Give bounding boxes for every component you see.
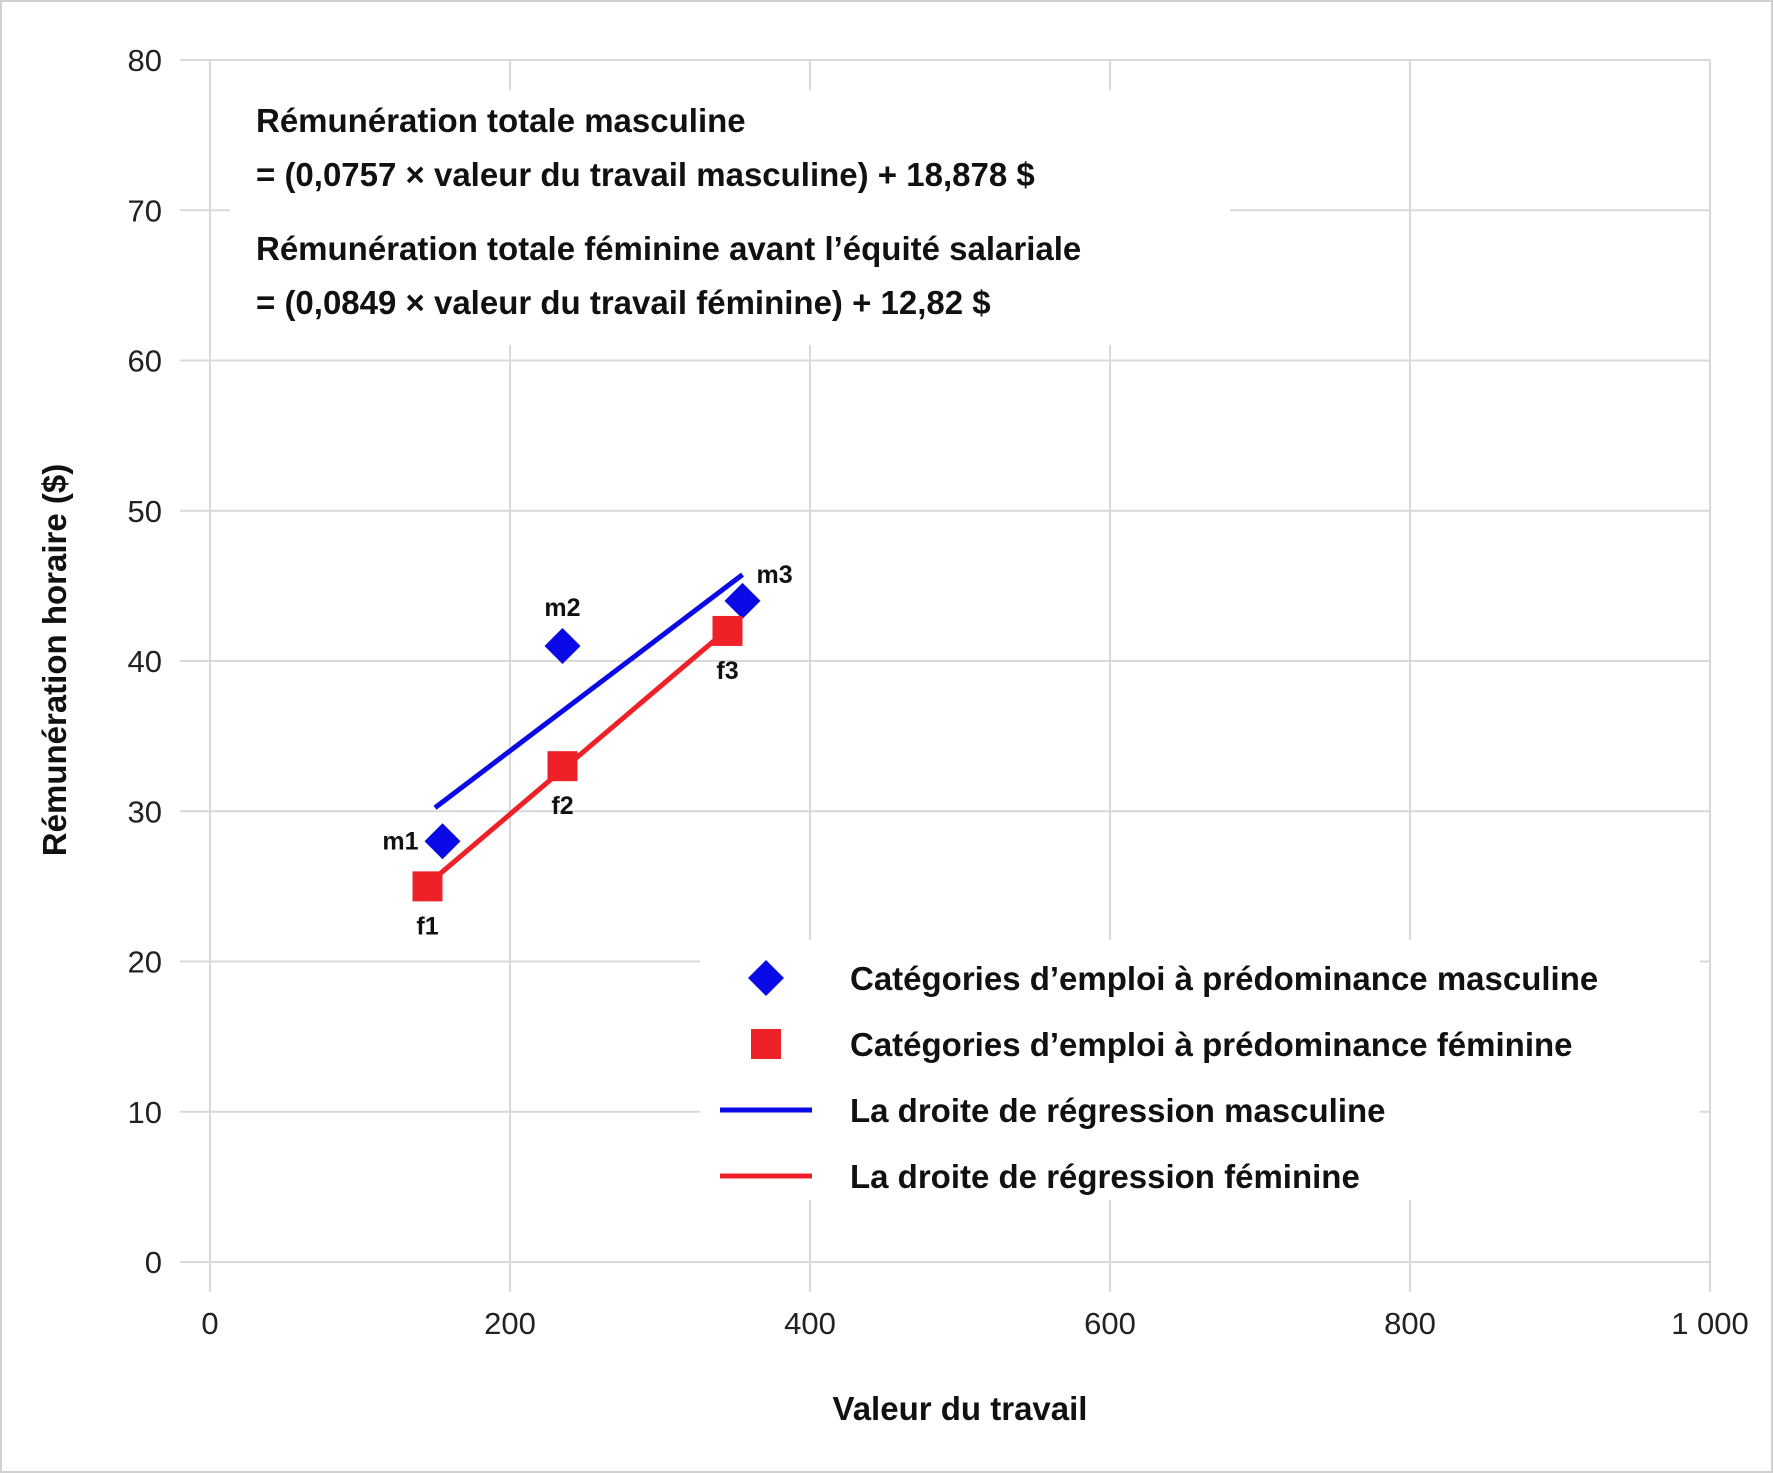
- y-tick-label: 30: [128, 794, 162, 829]
- legend-diamond-marker: [748, 960, 784, 996]
- legend-square-marker: [751, 1029, 781, 1059]
- data-points: m1 m2 m3 f1 f2 f3: [382, 561, 792, 940]
- legend-background: [700, 940, 1700, 1200]
- y-tick-label: 40: [128, 644, 162, 679]
- square-marker: [712, 615, 743, 646]
- point-label: m3: [757, 561, 793, 589]
- point-label: m2: [544, 594, 580, 622]
- diamond-marker: [724, 582, 761, 619]
- grid: [180, 59, 1711, 1292]
- equation-line: = (0,0757 × valeur du travail masculine)…: [256, 156, 1035, 193]
- legend: Catégories d’emploi à prédominance mascu…: [700, 940, 1700, 1200]
- x-tick-label: 1 000: [1671, 1306, 1749, 1341]
- y-tick-label: 50: [128, 494, 162, 529]
- annotation-background: [230, 90, 1230, 345]
- y-tick-label: 20: [128, 945, 162, 980]
- y-tick-label: 0: [145, 1245, 162, 1280]
- legend-label: Catégories d’emploi à prédominance mascu…: [850, 960, 1598, 997]
- x-tick-label: 800: [1384, 1306, 1436, 1341]
- equation-line: Rémunération totale masculine: [256, 102, 746, 139]
- equation-line: Rémunération totale féminine avant l’équ…: [256, 230, 1081, 267]
- x-tick-label: 0: [201, 1306, 218, 1341]
- y-tick-labels: 0 10 20 30 40 50 60 70 80: [128, 43, 162, 1280]
- y-tick-label: 10: [128, 1095, 162, 1130]
- legend-label: La droite de régression masculine: [850, 1092, 1386, 1129]
- diamond-marker: [544, 627, 581, 664]
- point-label: f3: [716, 657, 738, 685]
- y-tick-label: 60: [128, 344, 162, 379]
- point-label: f1: [416, 912, 438, 940]
- legend-label: Catégories d’emploi à prédominance fémin…: [850, 1026, 1573, 1063]
- x-axis-title: Valeur du travail: [833, 1390, 1088, 1427]
- y-tick-label: 70: [128, 193, 162, 228]
- square-marker: [547, 751, 578, 782]
- y-axis-title: Rémunération horaire ($): [36, 464, 73, 856]
- x-tick-label: 400: [784, 1306, 836, 1341]
- equation-annotations: Rémunération totale masculine = (0,0757 ×…: [230, 90, 1230, 345]
- regression-line: [433, 572, 745, 810]
- legend-label: La droite de régression féminine: [850, 1158, 1360, 1195]
- point-label: f2: [551, 792, 573, 820]
- diamond-marker: [424, 823, 461, 860]
- equation-line: = (0,0849 × valeur du travail féminine) …: [256, 284, 991, 321]
- y-tick-label: 80: [128, 43, 162, 78]
- square-marker: [412, 871, 443, 902]
- point-label: m1: [382, 827, 418, 855]
- x-tick-labels: 0 200 400 600 800 1 000: [201, 1306, 1748, 1341]
- x-tick-label: 600: [1084, 1306, 1136, 1341]
- x-tick-label: 200: [484, 1306, 536, 1341]
